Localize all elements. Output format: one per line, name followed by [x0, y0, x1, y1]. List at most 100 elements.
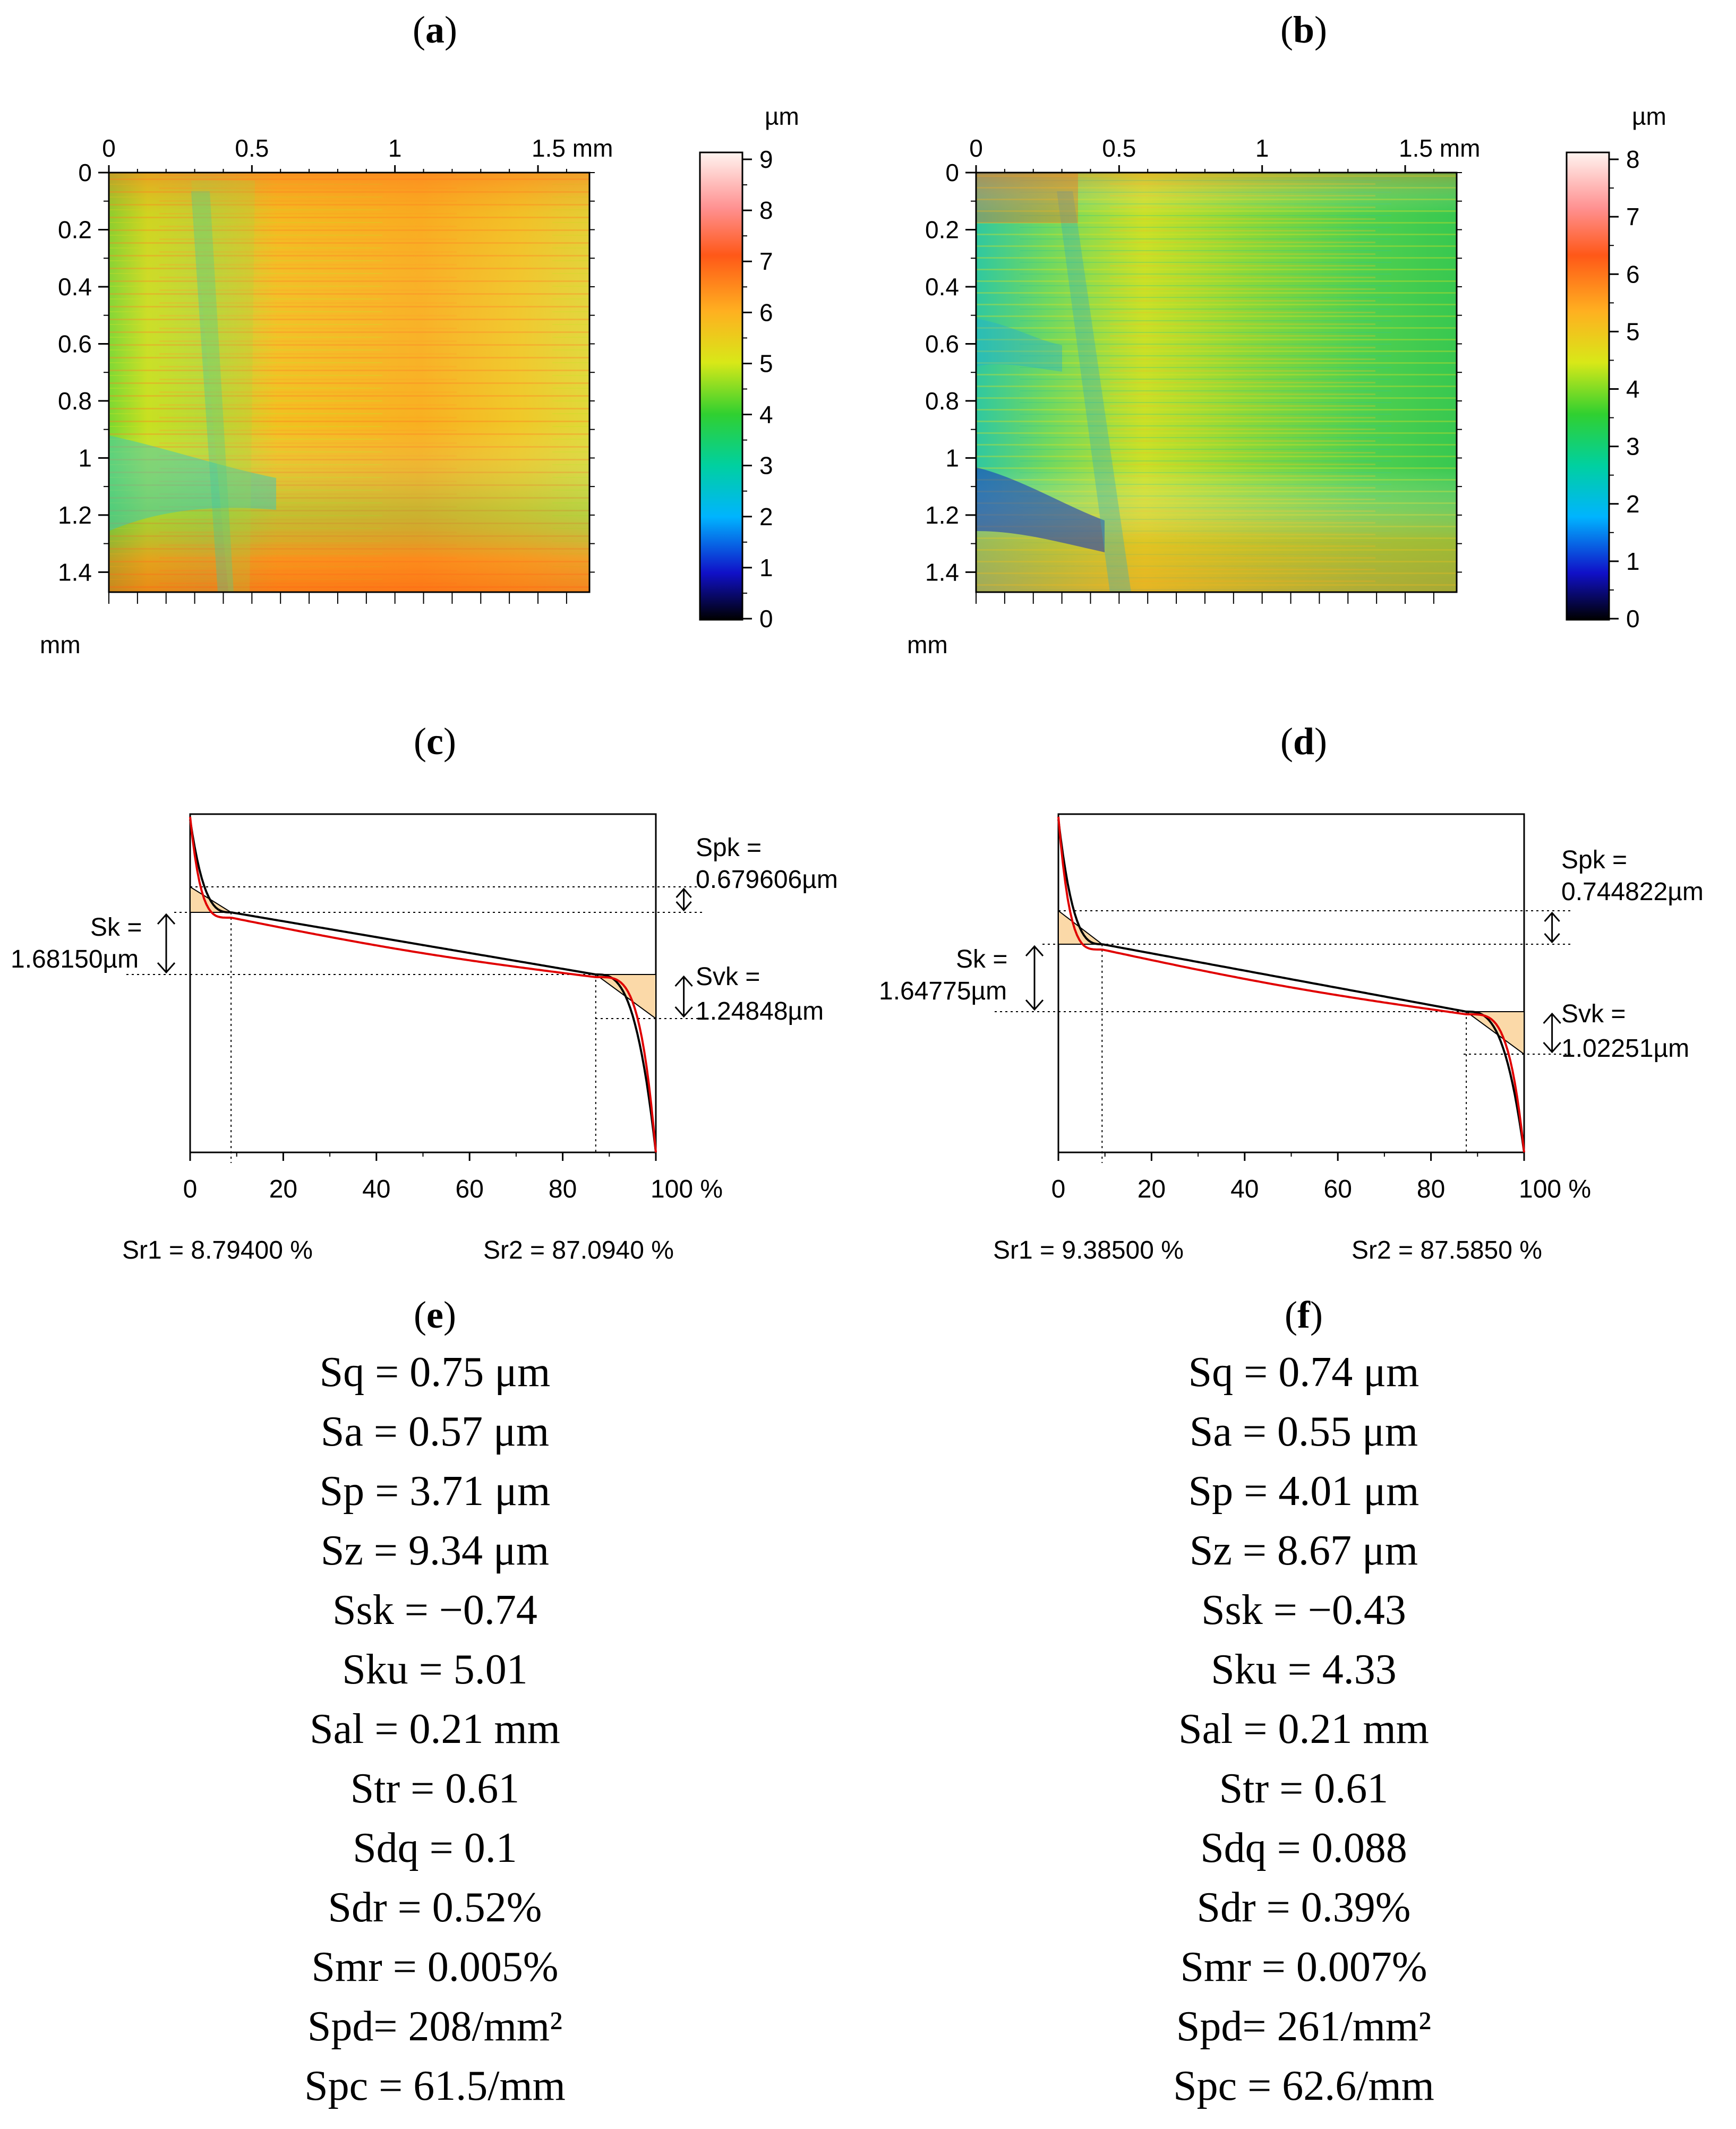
panel-letter-a: a	[425, 8, 444, 51]
map-a-y-tick: 1.4	[58, 558, 92, 586]
parameter-line: Sq = 0.75 μm	[320, 1349, 551, 1396]
map-b-y-unit: mm	[907, 631, 948, 659]
colorbar-b-tick: 8	[1626, 146, 1640, 173]
parameter-line: Smr = 0.005%	[311, 1944, 558, 1990]
panel-letter-e: e	[426, 1294, 443, 1336]
map-a-y-tick: 0.8	[58, 387, 92, 415]
chart-c-sr1: Sr1 = 8.79400 %	[122, 1236, 313, 1264]
chart-d-x-tick: 60	[1324, 1175, 1352, 1203]
map-a-y-axis: 0 0.2 0.4 0.6 0.8 1 1.2 1.4	[58, 159, 595, 586]
colorbar-b-gradient	[1566, 151, 1610, 621]
parameter-line: Sz = 9.34 μm	[321, 1527, 549, 1574]
map-a-x-axis: 0 0.5 1 1.5 mm	[102, 134, 613, 173]
chart-d-svk-label: Svk =	[1561, 1000, 1626, 1028]
map-a-y-tick: 0	[78, 159, 92, 186]
map-a-y-unit: mm	[40, 631, 81, 659]
colorbar-b-tick: 2	[1626, 490, 1640, 518]
colorbar-b-tick: 1	[1626, 548, 1640, 575]
colorbar-b-tick: 3	[1626, 433, 1640, 460]
map-b-x-axis: 0 0.5 1 1.5 mm	[969, 134, 1480, 173]
map-a-y-tick: 0.4	[58, 273, 92, 301]
panel-letter-c: c	[426, 720, 443, 763]
colorbar-a-tick: 4	[759, 401, 773, 429]
chart-c-svk-value: 1.24848µm	[696, 997, 824, 1025]
map-a-y-tick: 0.2	[58, 216, 92, 243]
colorbar-a-tick: 3	[759, 452, 773, 480]
chart-c-x-tick: 100 %	[651, 1175, 723, 1203]
chart-c-svk-label: Svk =	[696, 963, 760, 991]
parameter-line: Ssk = −0.43	[1201, 1587, 1406, 1634]
colorbar-a-unit: µm	[765, 102, 799, 130]
panel-letter-f: f	[1297, 1294, 1311, 1336]
chart-d-svk-value: 1.02251µm	[1561, 1034, 1689, 1063]
chart-d-sk-value: 1.64775µm	[879, 977, 1007, 1005]
parameter-line: Sdr = 0.39%	[1197, 1884, 1411, 1931]
parameter-line: Spc = 61.5/mm	[304, 2063, 566, 2109]
panel-letter-d: d	[1293, 720, 1314, 763]
map-a-x-tick: 0	[102, 134, 116, 162]
abbott-chart-c: 0 20 40 60 80 100 % Spk = 0.679606µm Sk = 1.6…	[11, 813, 838, 1264]
chart-d-x-tick: 40	[1230, 1175, 1259, 1203]
map-a-y-tick: 1	[78, 444, 92, 472]
colorbar-a-tick: 9	[759, 146, 773, 173]
surface-map-b: 0 0.5 1 1.5 mm 0 0.2 0.4 0.6 0.8 1 1.2 1.4 mm	[907, 134, 1480, 659]
parameter-line: Spd= 208/mm²	[307, 2003, 562, 2050]
map-b-y-tick: 1.2	[925, 501, 959, 529]
chart-d-spk-label: Spk =	[1561, 846, 1627, 874]
parameter-line: Sa = 0.57 μm	[321, 1408, 549, 1455]
chart-d-measured-curve	[1057, 816, 1525, 1153]
colorbar-a-tick: 7	[759, 247, 773, 275]
colorbar-a: µm 0 1 2 3 4 5 6 7 8 9	[699, 102, 799, 632]
parameter-line: Spd= 261/mm²	[1176, 2003, 1431, 2050]
panel-letter-b: b	[1293, 8, 1314, 51]
map-a-x-tick: 1	[388, 134, 402, 162]
parameter-list-f: Sq = 0.74 μm Sa = 0.55 μm Sp = 4.01 μm Sz =…	[1173, 1349, 1434, 2109]
panel-label-d: (d)	[1280, 720, 1327, 763]
chart-c-x-tick: 0	[183, 1175, 198, 1203]
map-b-x-tick: 0.5	[1102, 134, 1136, 162]
chart-c-spk-label: Spk =	[696, 834, 762, 862]
chart-c-x-tick: 40	[362, 1175, 390, 1203]
map-b-y-tick: 0.6	[925, 330, 959, 357]
chart-c-x-tick: 80	[549, 1175, 577, 1203]
chart-d-frame	[1057, 813, 1525, 1153]
chart-c-spk-value: 0.679606µm	[696, 866, 838, 894]
parameter-line: Sp = 4.01 μm	[1188, 1468, 1419, 1515]
map-b-y-tick: 0	[945, 159, 959, 186]
chart-d-fit-curve	[1057, 819, 1525, 1153]
chart-c-frame	[189, 813, 657, 1153]
parameter-line: Sal = 0.21 mm	[310, 1706, 560, 1752]
parameter-line: Sal = 0.21 mm	[1178, 1706, 1429, 1752]
map-b-y-tick: 0.4	[925, 273, 959, 301]
colorbar-a-tick: 6	[759, 298, 773, 326]
parameter-line: Smr = 0.007%	[1180, 1944, 1427, 1990]
chart-d-x-tick: 80	[1417, 1175, 1445, 1203]
map-b-y-tick: 0.2	[925, 216, 959, 243]
colorbar-b: µm 0 1 2 3 4 5 6 7 8	[1566, 102, 1666, 632]
parameter-line: Sdq = 0.088	[1200, 1825, 1407, 1871]
chart-d-x-tick: 0	[1051, 1175, 1066, 1203]
chart-d-sr1: Sr1 = 9.38500 %	[993, 1236, 1184, 1264]
parameter-line: Sku = 4.33	[1211, 1646, 1397, 1693]
panel-label-f: (f)	[1285, 1294, 1323, 1336]
chart-d-svk-triangle	[1465, 1011, 1525, 1055]
parameter-line: Sz = 8.67 μm	[1190, 1527, 1418, 1574]
colorbar-a-gradient	[699, 151, 743, 621]
map-b-x-tick: 1.5 mm	[1399, 134, 1480, 162]
parameter-line: Sp = 3.71 μm	[320, 1468, 551, 1515]
panel-label-a: (a)	[413, 8, 457, 51]
chart-c-fit-curve	[189, 819, 657, 1153]
chart-c-sr2: Sr2 = 87.0940 %	[483, 1236, 674, 1264]
panel-label-b: (b)	[1280, 8, 1327, 51]
colorbar-b-tick: 5	[1626, 318, 1640, 345]
colorbar-b-tick: 6	[1626, 260, 1640, 288]
parameter-line: Str = 0.61	[1219, 1765, 1388, 1812]
chart-d-x-tick: 20	[1138, 1175, 1166, 1203]
map-b-y-axis: 0 0.2 0.4 0.6 0.8 1 1.2 1.4	[925, 159, 1462, 586]
chart-c-x-tick: 60	[456, 1175, 484, 1203]
map-b-x-tick: 1	[1255, 134, 1269, 162]
map-b-x-tick: 0	[969, 134, 983, 162]
colorbar-b-tick: 0	[1626, 605, 1640, 632]
parameter-list-e: Sq = 0.75 μm Sa = 0.57 μm Sp = 3.71 μm Sz =…	[304, 1349, 566, 2109]
